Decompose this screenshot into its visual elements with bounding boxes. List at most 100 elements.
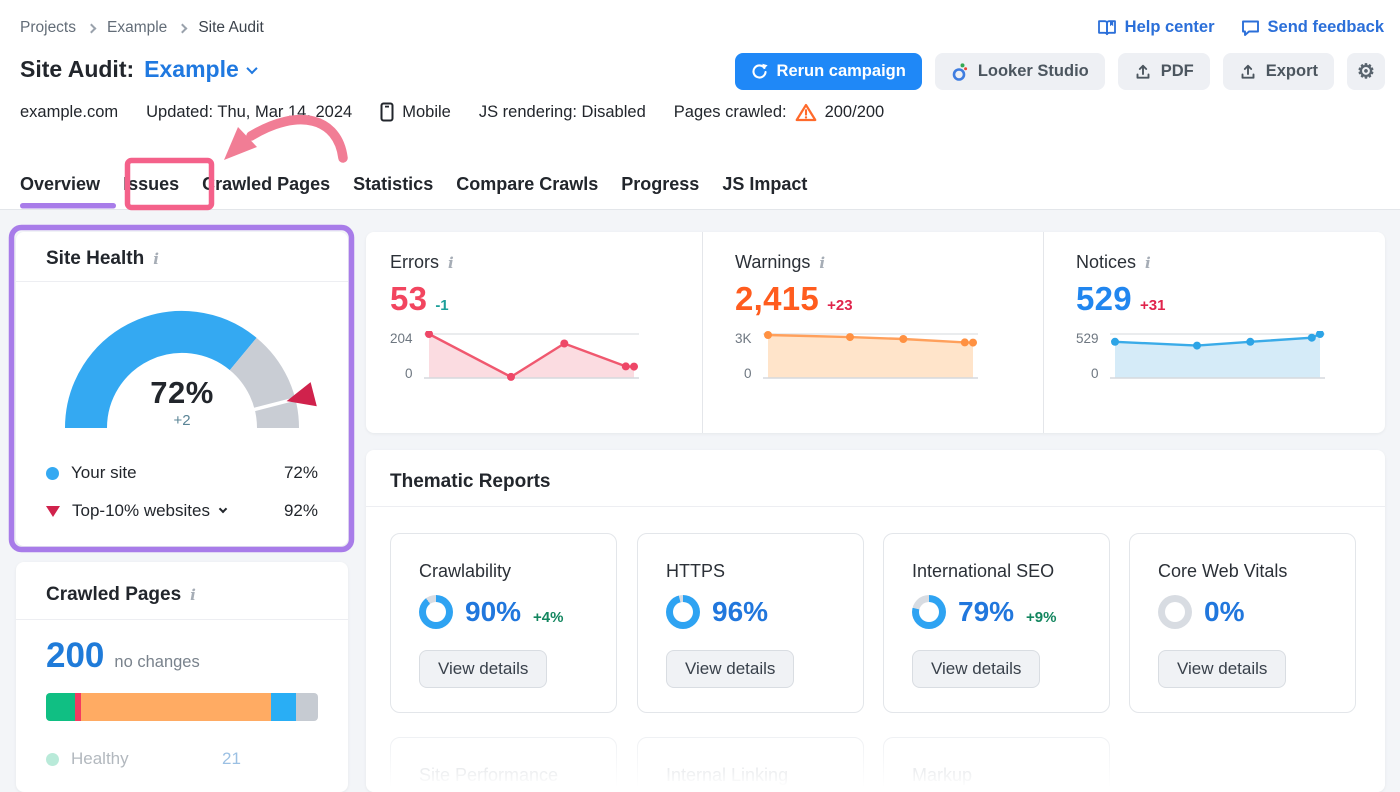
report-score: 0% (1204, 596, 1245, 627)
legend-row-your-site: Your site 72% (46, 454, 318, 492)
upload-icon (1241, 64, 1255, 79)
looker-studio-button[interactable]: Looker Studio (934, 53, 1105, 90)
breadcrumb-projects[interactable]: Projects (20, 19, 76, 36)
markup-card: Markup (883, 737, 1110, 792)
view-details-button[interactable]: View details (419, 650, 548, 688)
warnings-delta: +23 (827, 297, 853, 314)
notices-label: Notices (1076, 252, 1137, 272)
report-name: Site Performance (419, 765, 559, 785)
bar-segment (46, 693, 75, 721)
updated-date: Updated: Thu, Mar 14, 2024 (146, 102, 353, 121)
issues-summary-panel: Errors 53 -1 204 0 Warni (366, 232, 1385, 433)
bar-segment (271, 693, 296, 721)
green-dot-icon (46, 752, 59, 766)
js-rendering: JS rendering: Disabled (478, 102, 646, 121)
report-delta: +4% (533, 609, 564, 626)
book-icon (1097, 19, 1116, 35)
tab-overview[interactable]: Overview (20, 174, 101, 194)
report-score: 79% (958, 596, 1015, 627)
project-selector[interactable]: Example (144, 56, 258, 83)
notices-value[interactable]: 529 (1076, 280, 1132, 317)
errors-trend-chart (423, 331, 639, 381)
axis-tick: 3K (735, 331, 752, 346)
breadcrumb-site-audit: Site Audit (198, 19, 264, 36)
thematic-reports-panel: Thematic Reports Crawlability 90% +4% Vi… (366, 450, 1385, 792)
legend-value: 92% (283, 501, 318, 520)
info-icon[interactable] (448, 252, 454, 273)
legend-label: Healthy (71, 749, 129, 768)
settings-button[interactable]: ⚙ (1347, 53, 1385, 90)
site-health-panel: Site Health 72% +2 Your site 72% Top-10%… (16, 232, 348, 546)
header-buttons: Rerun campaign Looker Studio PDF (734, 53, 1385, 90)
crawled-pages-change: no changes (114, 653, 200, 671)
report-score: 90% (465, 596, 522, 627)
info-icon[interactable] (153, 248, 159, 270)
view-details-button[interactable]: View details (912, 650, 1041, 688)
pages-crawled-value: 200/200 (824, 102, 885, 121)
report-name: Internal Linking (666, 765, 789, 785)
report-name: Crawlability (419, 561, 512, 581)
divider (16, 281, 348, 282)
warnings-value[interactable]: 2,415 (735, 280, 820, 317)
tab-issues[interactable]: Issues (123, 174, 180, 194)
breadcrumb: Projects Example Site Audit (20, 19, 264, 37)
international-seo-donut (912, 595, 946, 629)
notices-delta: +31 (1139, 297, 1166, 314)
help-center-label: Help center (1124, 18, 1215, 36)
send-feedback-link[interactable]: Send feedback (1241, 18, 1384, 37)
site-domain: example.com (20, 102, 119, 121)
divider (366, 506, 1385, 507)
pdf-label: PDF (1160, 62, 1194, 80)
device-label: Mobile (402, 102, 451, 121)
https-donut (666, 595, 700, 629)
axis-tick: 0 (744, 366, 752, 381)
tab-statistics[interactable]: Statistics (353, 174, 434, 194)
help-center-link[interactable]: Help center (1097, 18, 1215, 37)
thematic-reports-title-text: Thematic Reports (390, 471, 551, 492)
notices-trend-chart (1109, 331, 1325, 379)
warnings-trend-chart (762, 331, 978, 379)
crawled-pages-stacked-bar (46, 693, 318, 721)
tab-bar-border (0, 209, 1400, 210)
thematic-reports-title: Thematic Reports (390, 471, 550, 493)
export-button[interactable]: Export (1222, 53, 1334, 90)
legend-row-healthy: Healthy 21 (46, 744, 318, 774)
refresh-icon (752, 63, 768, 79)
crawled-pages-title: Crawled Pages (46, 584, 196, 606)
legend-value: 72% (283, 463, 318, 482)
report-score: 96% (712, 596, 769, 627)
project-name: Example (144, 56, 239, 82)
legend-row-top10-websites[interactable]: Top-10% websites 92% (46, 492, 318, 530)
axis-tick: 0 (405, 366, 413, 381)
chevron-down-icon (246, 62, 258, 74)
info-icon[interactable] (190, 584, 196, 606)
legend-value[interactable]: 21 (222, 749, 241, 768)
report-delta: +9% (1026, 609, 1057, 626)
errors-value[interactable]: 53 (390, 280, 428, 317)
info-icon[interactable] (819, 252, 825, 273)
red-triangle-icon (46, 505, 60, 517)
rerun-campaign-label: Rerun campaign (776, 62, 906, 80)
tab-js-impact[interactable]: JS Impact (722, 174, 808, 194)
report-name: Core Web Vitals (1158, 561, 1288, 581)
view-details-button[interactable]: View details (1158, 650, 1287, 688)
info-icon[interactable] (1145, 252, 1151, 273)
view-details-button[interactable]: View details (666, 650, 795, 688)
rerun-campaign-button[interactable]: Rerun campaign (734, 53, 922, 90)
pdf-button[interactable]: PDF (1117, 53, 1210, 90)
title-row: Site Audit: Example (20, 56, 258, 83)
site-health-title: Site Health (46, 248, 159, 270)
breadcrumb-example[interactable]: Example (107, 19, 168, 36)
https-card: HTTPS 96% View details (637, 533, 864, 713)
legend-label: Top-10% websites (72, 501, 210, 520)
gear-icon: ⚙ (1357, 61, 1375, 83)
blue-dot-icon (46, 466, 59, 480)
tab-compare-crawls[interactable]: Compare Crawls (456, 174, 599, 194)
chat-bubble-icon (1241, 20, 1259, 36)
pages-crawled-label: Pages crawled: (673, 102, 787, 121)
tab-crawled-pages[interactable]: Crawled Pages (202, 174, 331, 194)
header: Projects Example Site Audit Help center … (0, 0, 1400, 211)
looker-studio-icon (952, 62, 967, 81)
mobile-phone-icon (380, 102, 394, 122)
tab-progress[interactable]: Progress (621, 174, 700, 194)
